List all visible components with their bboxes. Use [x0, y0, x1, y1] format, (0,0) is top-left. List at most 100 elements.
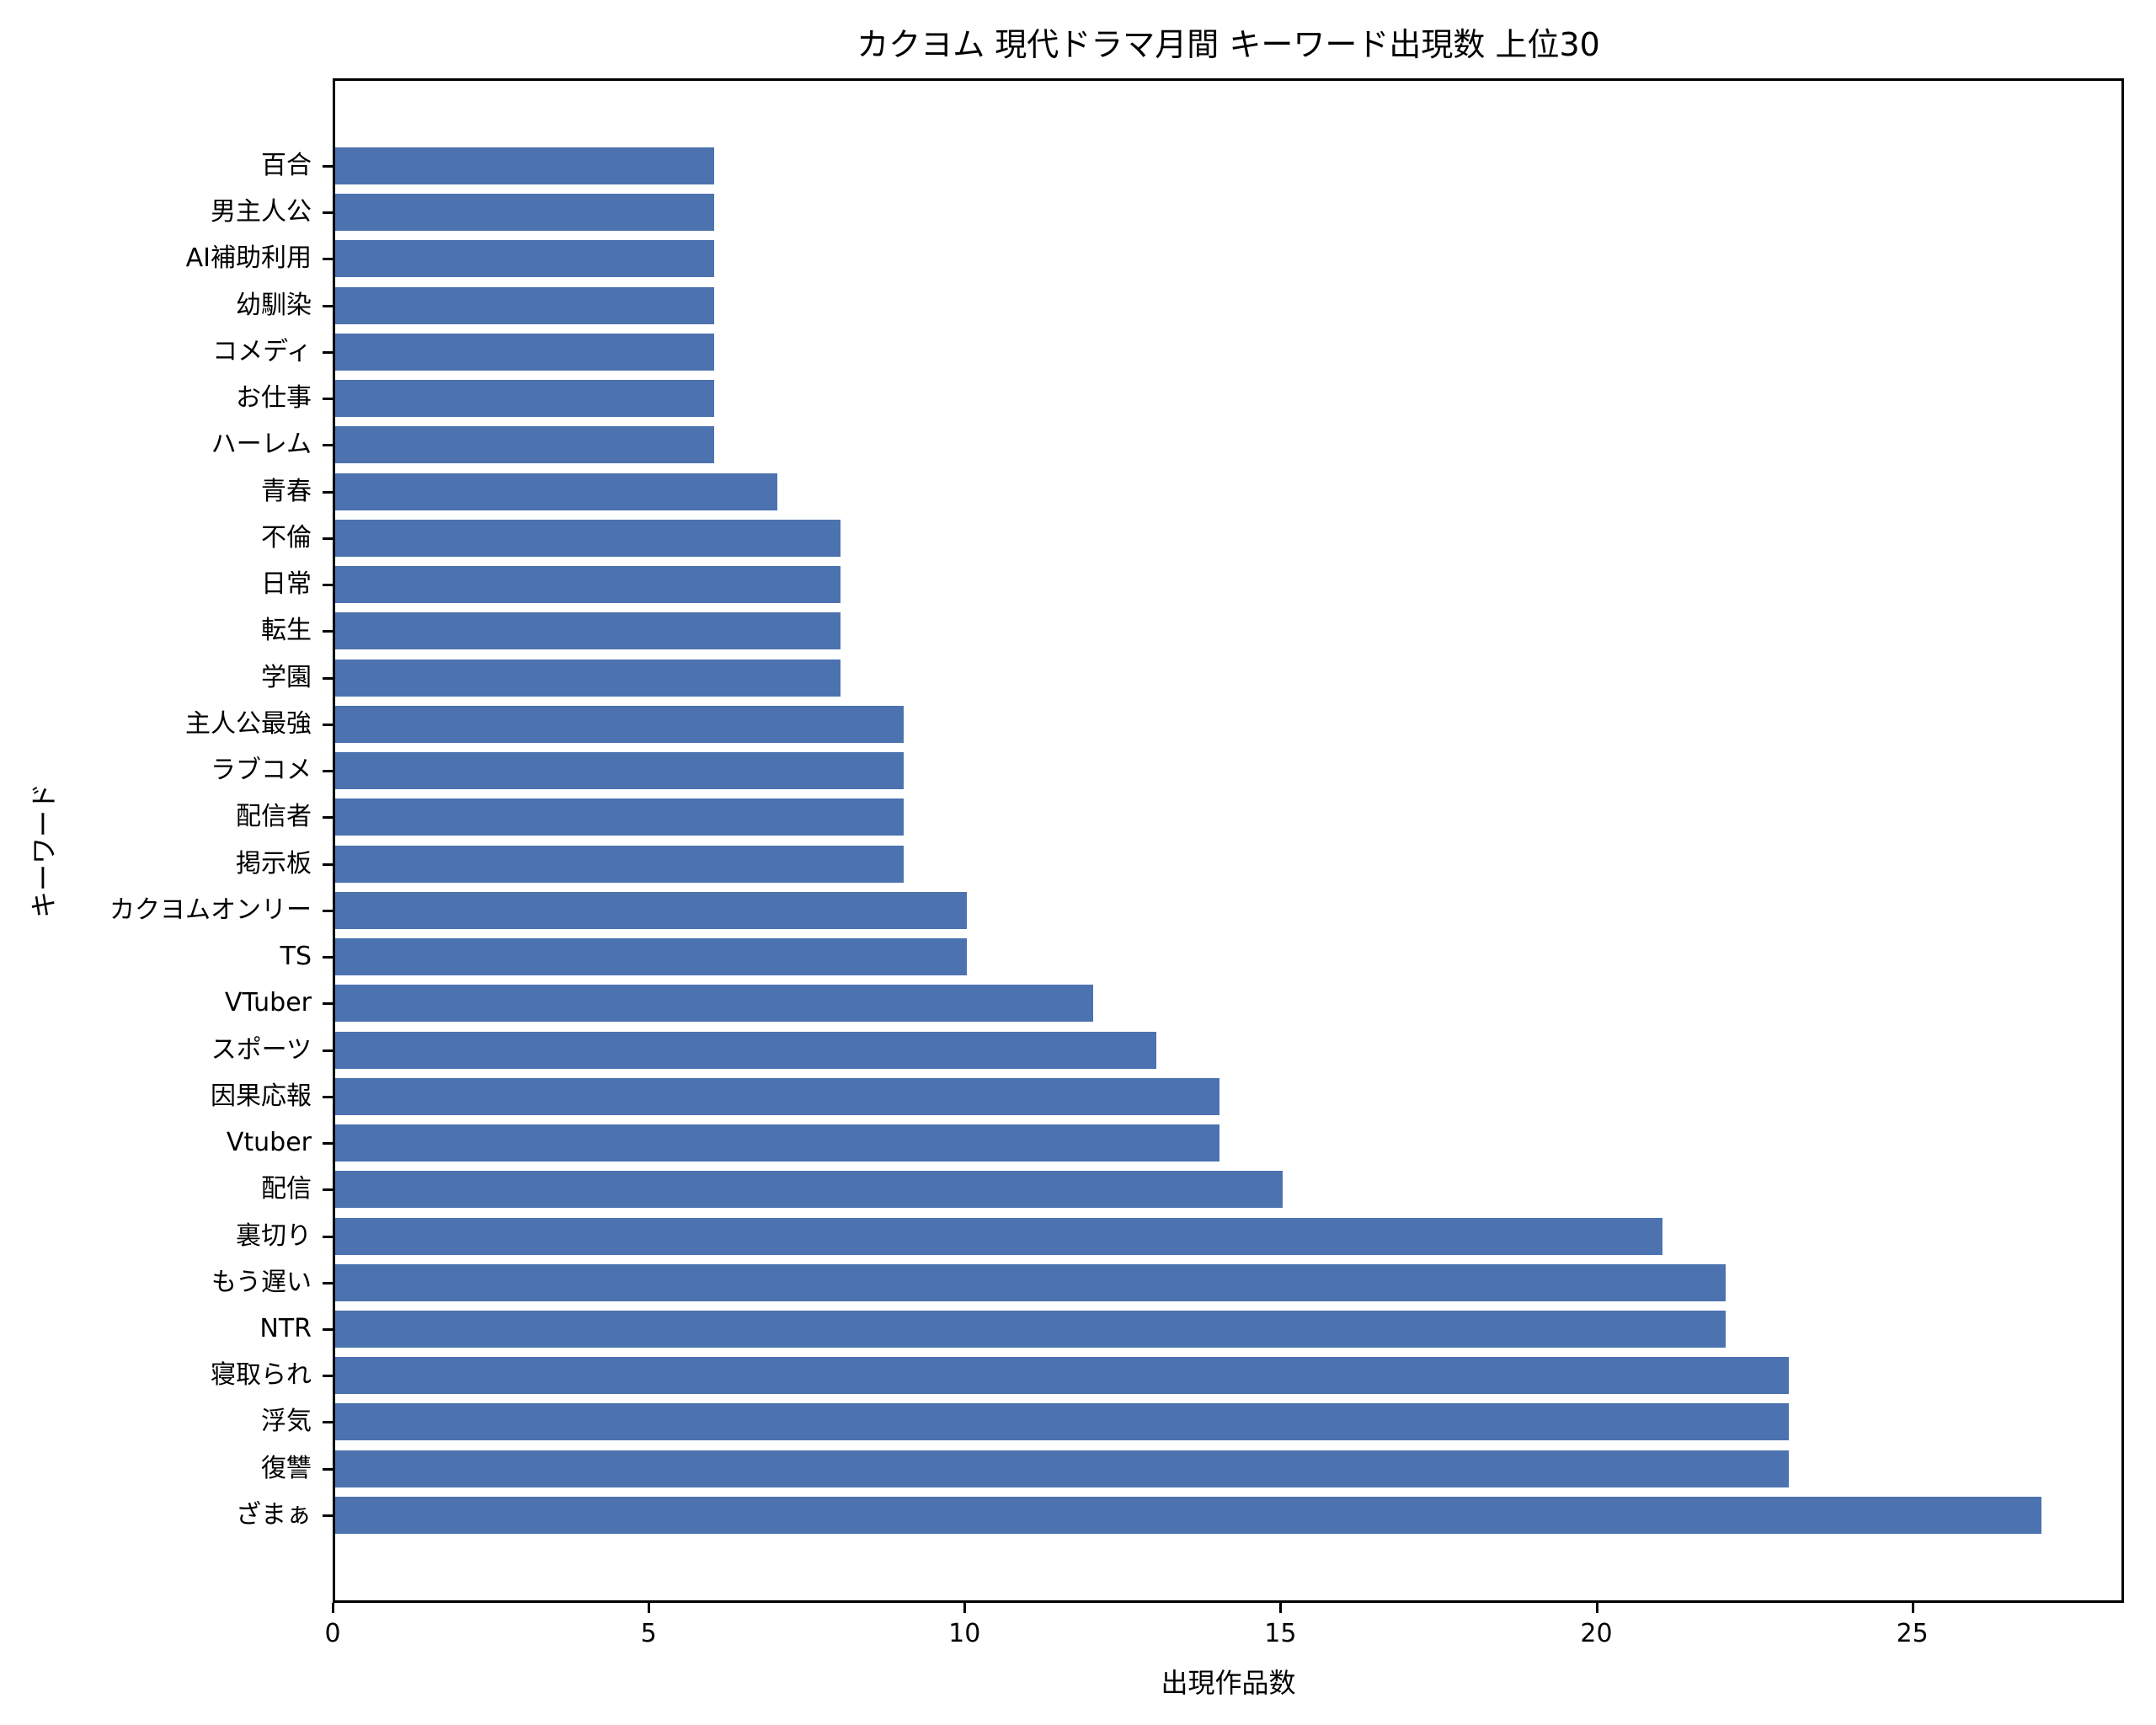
bar: [335, 380, 715, 418]
bar: [335, 566, 841, 604]
x-tick-label: 25: [1896, 1619, 1929, 1648]
y-tick: [323, 537, 333, 540]
y-tick-label: 浮気: [261, 1407, 312, 1437]
x-tick: [1279, 1603, 1283, 1613]
y-tick-label: 百合: [261, 151, 312, 180]
y-tick: [323, 165, 333, 168]
bar: [335, 1124, 1220, 1162]
y-tick-label: 日常: [261, 569, 312, 600]
bar: [335, 612, 841, 650]
bar: [335, 426, 715, 464]
bar: [335, 1311, 1726, 1348]
y-tick-label: スポーツ: [211, 1034, 312, 1065]
y-tick: [323, 862, 333, 866]
bar: [335, 752, 905, 790]
bar: [335, 1171, 1283, 1209]
bar: [335, 1450, 1789, 1487]
y-tick-label: コメディ: [212, 336, 312, 366]
x-tick-label: 10: [948, 1619, 981, 1648]
bar: [335, 1077, 1220, 1115]
y-tick: [323, 676, 333, 680]
x-tick-label: 20: [1580, 1619, 1613, 1648]
y-tick: [323, 816, 333, 820]
y-tick: [323, 1049, 333, 1052]
y-tick-label: 学園: [261, 662, 312, 692]
x-tick: [648, 1603, 651, 1613]
y-tick: [323, 1095, 333, 1098]
y-tick: [323, 956, 333, 959]
y-tick-label: 幼馴染: [236, 290, 312, 320]
bar: [335, 1496, 2041, 1534]
y-tick: [323, 1188, 333, 1192]
y-tick-label: 主人公最強: [185, 708, 312, 739]
bar: [335, 194, 715, 232]
y-tick-label: お仕事: [236, 383, 312, 414]
y-tick-label: 青春: [261, 476, 312, 506]
bar: [335, 286, 715, 324]
y-tick: [323, 1281, 333, 1284]
y-tick-label: 掲示板: [236, 848, 312, 879]
y-tick: [323, 490, 333, 494]
x-axis-label: 出現作品数: [1161, 1667, 1296, 1699]
y-tick: [323, 1328, 333, 1331]
y-tick: [323, 1375, 333, 1378]
y-tick-label: 配信: [261, 1174, 312, 1204]
y-tick: [323, 1002, 333, 1006]
y-tick: [323, 909, 333, 912]
y-tick: [323, 1235, 333, 1238]
y-tick-label: 不倫: [261, 522, 312, 553]
bar: [335, 147, 715, 184]
plot-area: [333, 78, 2124, 1603]
bar: [335, 705, 905, 743]
y-tick-label: 因果応報: [211, 1081, 312, 1111]
x-tick-label: 15: [1264, 1619, 1297, 1648]
y-tick: [323, 398, 333, 401]
y-tick-label: NTR: [259, 1314, 312, 1343]
y-tick: [323, 723, 333, 726]
y-tick-label: AI補助利用: [185, 243, 312, 274]
chart-title: カクヨム 現代ドラマ月間 キーワード出現数 上位30: [857, 26, 1600, 63]
y-tick-label: ハーレム: [211, 430, 312, 460]
y-tick-label: 男主人公: [211, 197, 312, 227]
x-tick: [963, 1603, 967, 1613]
y-tick-label: カクヨムオンリー: [109, 895, 312, 925]
y-tick: [323, 1514, 333, 1517]
bar: [335, 1263, 1726, 1301]
bar: [335, 845, 905, 883]
x-tick: [332, 1603, 334, 1613]
y-tick: [323, 304, 333, 307]
y-tick: [323, 630, 333, 633]
y-tick-label: もう遅い: [211, 1267, 312, 1297]
y-axis-label: キーワード: [28, 782, 60, 919]
y-tick-label: 裏切り: [236, 1220, 312, 1251]
bar: [335, 240, 715, 278]
y-tick-label: 配信者: [236, 802, 312, 832]
y-tick-label: VTuber: [224, 988, 312, 1018]
x-tick: [1911, 1603, 1914, 1613]
x-tick: [1595, 1603, 1598, 1613]
y-tick-label: 転生: [261, 616, 312, 646]
y-tick-label: ざまぁ: [236, 1499, 312, 1530]
y-tick-label: 寝取られ: [211, 1360, 312, 1391]
y-tick: [323, 770, 333, 773]
x-tick-label: 0: [324, 1619, 341, 1648]
bar: [335, 1357, 1789, 1395]
y-tick: [323, 1421, 333, 1424]
y-tick-label: 復讐: [261, 1453, 312, 1483]
bar: [335, 519, 841, 557]
bar: [335, 1217, 1662, 1255]
y-tick: [323, 1467, 333, 1471]
y-tick: [323, 584, 333, 587]
x-tick-label: 5: [640, 1619, 657, 1648]
y-tick: [323, 1142, 333, 1146]
y-tick-label: Vtuber: [226, 1128, 312, 1158]
bar: [335, 938, 968, 976]
bar: [335, 798, 905, 836]
y-tick: [323, 350, 333, 354]
y-tick-label: ラブコメ: [211, 756, 312, 786]
bar: [335, 333, 715, 371]
bar: [335, 659, 841, 697]
y-tick: [323, 444, 333, 447]
y-tick: [323, 258, 333, 261]
bar: [335, 1031, 1157, 1069]
